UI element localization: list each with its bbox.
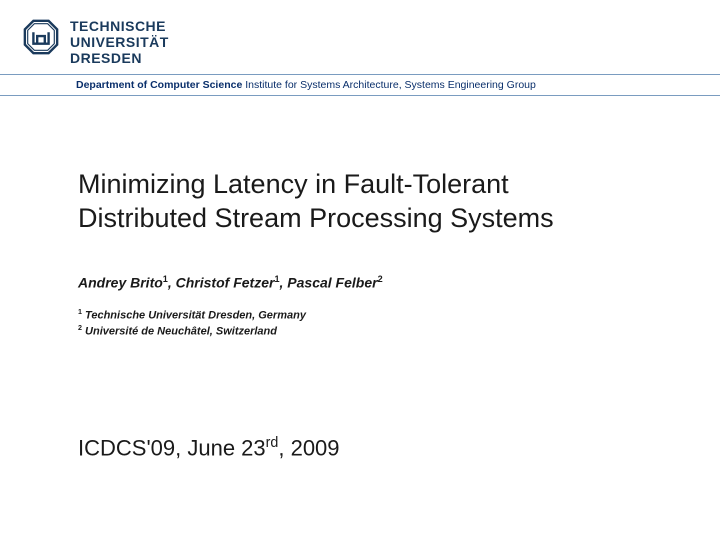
affiliation-1: 1 Technische Universität Dresden, German… xyxy=(78,308,680,324)
title-line2: Distributed Stream Processing Systems xyxy=(78,202,680,236)
affil-2-text: Université de Neuchâtel, Switzerland xyxy=(82,326,277,338)
authors: Andrey Brito1, Christof Fetzer1, Pascal … xyxy=(78,274,680,291)
author-1: Andrey Brito xyxy=(78,274,163,290)
header: TECHNISCHE UNIVERSITÄT DRESDEN xyxy=(0,0,720,66)
venue-suffix: , 2009 xyxy=(278,436,339,461)
affiliations: 1 Technische Universität Dresden, German… xyxy=(78,308,680,339)
title-line1: Minimizing Latency in Fault-Tolerant xyxy=(78,168,680,202)
affiliation-2: 2 Université de Neuchâtel, Switzerland xyxy=(78,324,680,340)
author-3: Pascal Felber xyxy=(287,274,377,290)
presentation-title: Minimizing Latency in Fault-Tolerant Dis… xyxy=(78,168,680,236)
uni-line3: DRESDEN xyxy=(70,50,169,66)
department-name: Department of Computer Science xyxy=(76,79,242,91)
venue: ICDCS'09, June 23rd, 2009 xyxy=(78,435,680,461)
tu-dresden-logo-icon xyxy=(22,18,60,56)
slide-content: Minimizing Latency in Fault-Tolerant Dis… xyxy=(0,96,720,461)
author-2: Christof Fetzer xyxy=(176,274,275,290)
university-name: TECHNISCHE UNIVERSITÄT DRESDEN xyxy=(70,18,169,66)
uni-line1: TECHNISCHE xyxy=(70,18,169,34)
affil-1-text: Technische Universität Dresden, Germany xyxy=(82,310,306,322)
venue-prefix: ICDCS'09, June 23 xyxy=(78,436,266,461)
author-3-sup: 2 xyxy=(378,274,383,284)
department-bar: Department of Computer Science Institute… xyxy=(0,75,720,96)
venue-sup: rd xyxy=(266,435,279,451)
institute-name: Institute for Systems Architecture, Syst… xyxy=(242,79,536,91)
uni-line2: UNIVERSITÄT xyxy=(70,34,169,50)
